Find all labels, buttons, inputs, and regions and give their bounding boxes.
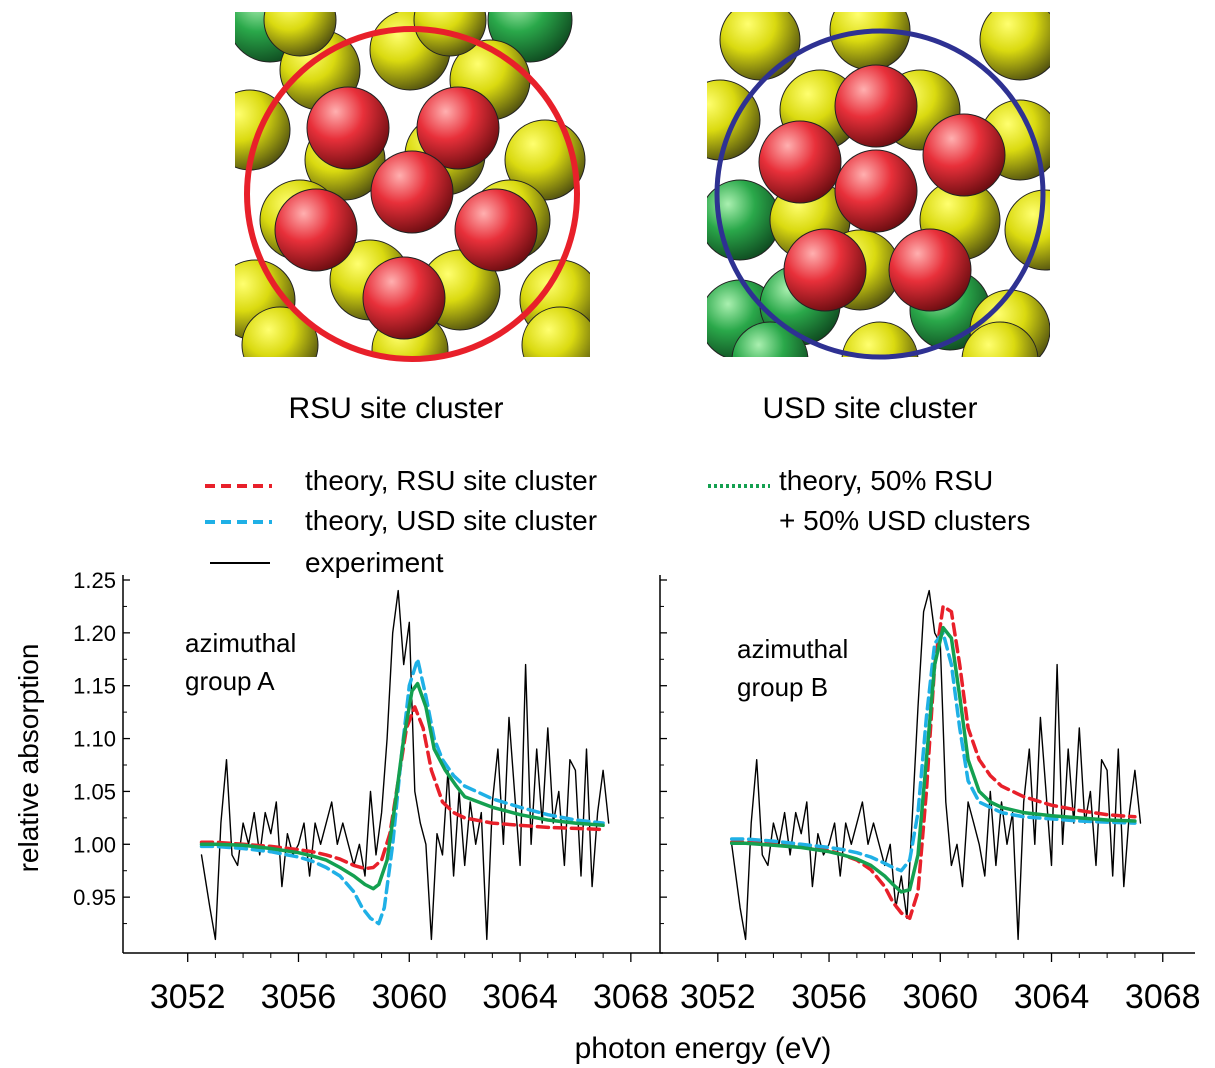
legend: theory, RSU site cluster theory, USD sit… — [205, 465, 1030, 578]
y-tick-label: 0.95 — [73, 885, 116, 910]
adsorbate-atom — [370, 150, 454, 234]
chart-group-b: 3052 3056 3060 3064 3068 azimuthal group B — [659, 575, 1201, 1016]
y-tick-label: 1.05 — [73, 779, 116, 804]
x-tick-label: 3052 — [680, 978, 756, 1016]
adsorbate-atom — [362, 256, 446, 340]
series-line-experiment — [200, 589, 610, 941]
substrate-atom-top — [979, 12, 1050, 81]
adsorbate-atom — [454, 188, 538, 272]
y-axis-label: relative absorption — [13, 644, 44, 873]
adsorbate-atom — [758, 120, 842, 204]
panel-annotation: azimuthal — [185, 628, 296, 658]
substrate-atom-top — [241, 306, 319, 357]
x-tick-label: 3056 — [261, 978, 337, 1016]
adsorbate-atom — [888, 228, 972, 312]
x-tick-label: 3056 — [791, 978, 867, 1016]
y-tick-label: 1.00 — [73, 832, 116, 857]
chart-group-a: 0.95 1.00 1.05 1.10 1.15 1.20 1.25 3052 3056 3060… — [73, 568, 668, 1016]
substrate-atom-top — [521, 306, 590, 357]
legend-label-mix-line2: + 50% USD clusters — [779, 505, 1030, 536]
legend-label-usd: theory, USD site cluster — [305, 505, 597, 536]
series-line-usd — [729, 631, 1137, 873]
substrate-atom-top — [961, 321, 1039, 357]
legend-label-mix: theory, 50% RSU — [779, 465, 993, 496]
substrate-atom-top — [263, 12, 337, 57]
y-tick-label: 1.20 — [73, 621, 116, 646]
usd-cluster-label: USD site cluster — [762, 392, 977, 425]
y-tick-label: 1.25 — [73, 568, 116, 593]
x-axis-label: photon energy (eV) — [575, 1032, 832, 1065]
x-tick-label: 3064 — [1014, 978, 1090, 1016]
y-tick-label: 1.10 — [73, 727, 116, 752]
substrate-atom-top — [719, 12, 801, 81]
adsorbate-atom — [922, 113, 1006, 197]
x-tick-label: 3068 — [593, 978, 669, 1016]
adsorbate-atom — [834, 64, 918, 148]
panel-annotation: azimuthal — [737, 634, 848, 664]
rsu-cluster-ring — [244, 26, 580, 362]
rsu-cluster-label: RSU site cluster — [288, 392, 503, 425]
usd-cluster-image — [707, 12, 1050, 357]
x-tick-label: 3060 — [371, 978, 447, 1016]
adsorbate-atom — [783, 228, 867, 312]
rsu-cluster-image — [235, 12, 590, 357]
x-tick-label: 3068 — [1125, 978, 1201, 1016]
series-line-mix — [199, 681, 605, 891]
substrate-atom-top — [841, 321, 919, 357]
adsorbate-atom — [274, 188, 358, 272]
adsorbate-atom — [416, 86, 500, 170]
series-line-usd — [199, 657, 605, 926]
series-line-mix — [729, 625, 1137, 894]
series-line-rsu — [199, 705, 605, 871]
x-tick-label: 3060 — [902, 978, 978, 1016]
y-tick-label: 1.15 — [73, 674, 116, 699]
adsorbate-atom — [834, 149, 918, 233]
x-tick-label: 3064 — [482, 978, 558, 1016]
legend-label-experiment: experiment — [305, 547, 444, 578]
usd-cluster-ring — [714, 28, 1046, 360]
substrate-atom-second — [707, 179, 781, 261]
legend-label-rsu: theory, RSU site cluster — [305, 465, 597, 496]
panel-annotation: group A — [185, 666, 275, 696]
substrate-atom-top — [707, 79, 761, 161]
x-tick-label: 3052 — [150, 978, 226, 1016]
adsorbate-atom — [306, 86, 390, 170]
panel-annotation: group B — [737, 672, 828, 702]
